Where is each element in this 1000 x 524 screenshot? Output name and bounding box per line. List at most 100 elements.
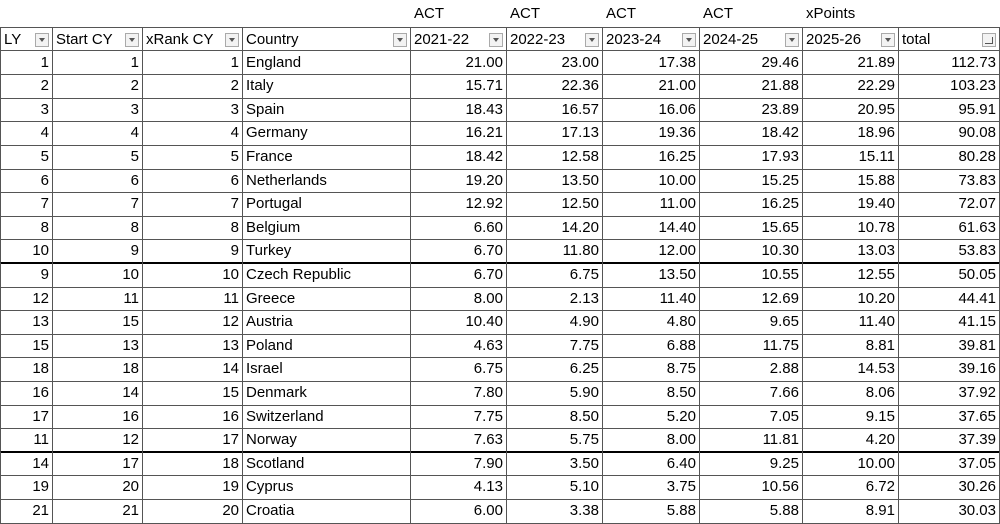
table-cell: 10.00 <box>603 168 700 194</box>
table-cell: 3 <box>53 97 143 123</box>
table-cell: 15.65 <box>700 215 803 241</box>
filter-button[interactable] <box>489 33 503 47</box>
table-cell: 16.25 <box>700 192 803 217</box>
table-cell: France <box>243 145 411 170</box>
table-cell: 19 <box>0 475 53 500</box>
table-cell: Italy <box>243 74 411 99</box>
table-cell: 18.42 <box>700 121 803 146</box>
table-cell: Greece <box>243 286 411 312</box>
table-cell: 53.83 <box>899 239 1000 264</box>
table-cell: 10.78 <box>803 215 899 241</box>
table-cell: 4 <box>0 121 53 146</box>
table-cell: 10.55 <box>700 263 803 288</box>
table-cell: 5.88 <box>700 499 803 524</box>
table-cell: 16 <box>53 404 143 430</box>
table-cell: Czech Republic <box>243 263 411 288</box>
table-cell: 11.75 <box>700 333 803 359</box>
column-header: Country <box>243 27 411 51</box>
group-header: ACT <box>510 5 540 22</box>
table-cell: 30.03 <box>899 499 1000 524</box>
filter-button[interactable] <box>225 33 239 47</box>
table-cell: 11.80 <box>507 239 603 264</box>
table-cell: 6.70 <box>411 239 507 264</box>
column-header: 2025-26 <box>803 27 899 51</box>
table-cell: 15 <box>0 333 53 359</box>
table-cell: 14.20 <box>507 215 603 241</box>
table-cell: 7.66 <box>700 381 803 406</box>
table-cell: 10.56 <box>700 475 803 500</box>
table-cell: 50.05 <box>899 263 1000 288</box>
table-cell: 39.16 <box>899 357 1000 382</box>
table-cell: 19.20 <box>411 168 507 194</box>
table-cell: 10.20 <box>803 286 899 312</box>
filter-button[interactable] <box>881 33 895 47</box>
table-cell: 7.75 <box>411 404 507 430</box>
table-cell: Turkey <box>243 239 411 264</box>
table-cell: 13.50 <box>507 168 603 194</box>
table-cell: 18.96 <box>803 121 899 146</box>
table-cell: 4 <box>143 121 243 146</box>
table-cell: 10.30 <box>700 239 803 264</box>
table-cell: 15 <box>53 310 143 335</box>
table-cell: Israel <box>243 357 411 382</box>
group-header: ACT <box>703 5 733 22</box>
table-cell: 80.28 <box>899 145 1000 170</box>
table-cell: Spain <box>243 97 411 123</box>
filter-button[interactable] <box>125 33 139 47</box>
table-cell: 12 <box>53 428 143 453</box>
table-cell: Switzerland <box>243 404 411 430</box>
table-cell: 17.93 <box>700 145 803 170</box>
table-cell: 8.91 <box>803 499 899 524</box>
table-cell: 44.41 <box>899 286 1000 312</box>
table-cell: 95.91 <box>899 97 1000 123</box>
table-cell: 8 <box>53 215 143 241</box>
table-cell: 14 <box>0 451 53 477</box>
table-cell: 1 <box>143 50 243 76</box>
table-cell: 8.50 <box>507 404 603 430</box>
table-cell: 11 <box>53 286 143 312</box>
table-cell: 17 <box>0 404 53 430</box>
table-cell: 5 <box>143 145 243 170</box>
table-cell: 9 <box>0 263 53 288</box>
table-cell: 6.00 <box>411 499 507 524</box>
table-cell: 7.63 <box>411 428 507 453</box>
table-cell: 16 <box>0 381 53 406</box>
column-header: 2023-24 <box>603 27 700 51</box>
table-cell: 8.06 <box>803 381 899 406</box>
table-cell: 5.20 <box>603 404 700 430</box>
table-cell: 12 <box>143 310 243 335</box>
table-cell: 15.25 <box>700 168 803 194</box>
table-cell: 15.71 <box>411 74 507 99</box>
filter-button[interactable] <box>393 33 407 47</box>
table-cell: 72.07 <box>899 192 1000 217</box>
table-cell: 30.26 <box>899 475 1000 500</box>
table-cell: 14.40 <box>603 215 700 241</box>
table-cell: Poland <box>243 333 411 359</box>
table-cell: 9.65 <box>700 310 803 335</box>
table-cell: 16.25 <box>603 145 700 170</box>
table-cell: 5 <box>53 145 143 170</box>
table-cell: Netherlands <box>243 168 411 194</box>
table-cell: 23.89 <box>700 97 803 123</box>
table-cell: 18 <box>143 451 243 477</box>
table-cell: 6.70 <box>411 263 507 288</box>
filter-button[interactable] <box>785 33 799 47</box>
table-cell: Norway <box>243 428 411 453</box>
table-cell: 6.60 <box>411 215 507 241</box>
filter-button[interactable] <box>982 33 996 47</box>
table-cell: 10.00 <box>803 451 899 477</box>
filter-button[interactable] <box>682 33 696 47</box>
table-cell: 3.38 <box>507 499 603 524</box>
table-cell: 18 <box>0 357 53 382</box>
table-cell: 8 <box>143 215 243 241</box>
filter-button[interactable] <box>585 33 599 47</box>
table-cell: 5.75 <box>507 428 603 453</box>
filter-button[interactable] <box>35 33 49 47</box>
table-cell: 12.92 <box>411 192 507 217</box>
table-cell: 4 <box>53 121 143 146</box>
table-cell: 5.88 <box>603 499 700 524</box>
table-cell: 7.90 <box>411 451 507 477</box>
table-cell: 61.63 <box>899 215 1000 241</box>
table-cell: 21.88 <box>700 74 803 99</box>
table-cell: 7 <box>53 192 143 217</box>
